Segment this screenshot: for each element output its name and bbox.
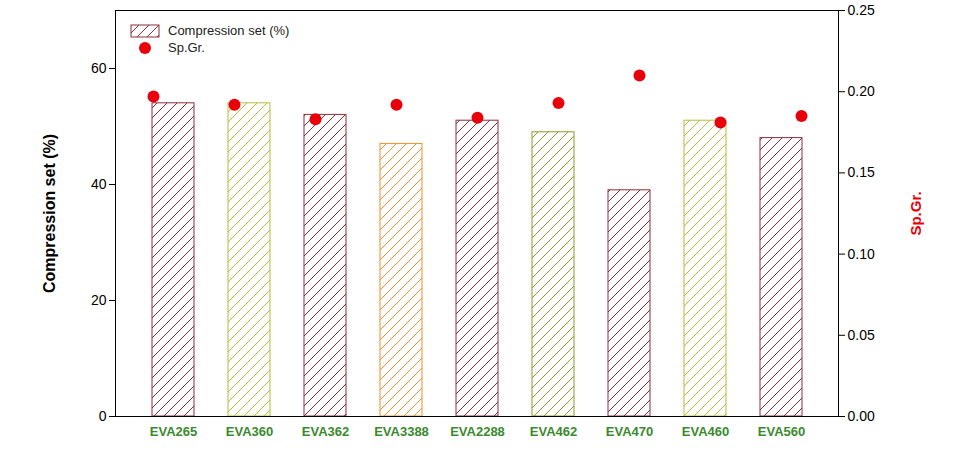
svg-text:EVA3388: EVA3388: [374, 424, 429, 439]
html-text:Sp.Gr.: Sp.Gr.: [168, 40, 205, 55]
svg-text:Sp.Gr.: Sp.Gr.: [907, 191, 924, 235]
svg-text:Compression set (%): Compression set (%): [41, 134, 58, 293]
svg-text:0.10: 0.10: [848, 246, 875, 262]
svg-text:EVA2288: EVA2288: [450, 424, 505, 439]
svg-text:40: 40: [91, 176, 107, 192]
svg-text:0.00: 0.00: [848, 408, 875, 424]
svg-text:0.15: 0.15: [848, 164, 875, 180]
svg-text:EVA460: EVA460: [682, 424, 729, 439]
svg-text:60: 60: [91, 60, 107, 76]
svg-text:0: 0: [99, 408, 107, 424]
svg-text:EVA560: EVA560: [758, 424, 805, 439]
svg-text:0.05: 0.05: [848, 327, 875, 343]
svg-text:0.25: 0.25: [848, 2, 875, 18]
svg-text:0.20: 0.20: [848, 83, 875, 99]
svg-text:EVA360: EVA360: [226, 424, 273, 439]
svg-text:EVA462: EVA462: [530, 424, 577, 439]
svg-text:20: 20: [91, 292, 107, 308]
svg-text:EVA362: EVA362: [302, 424, 349, 439]
svg-text:EVA470: EVA470: [606, 424, 653, 439]
svg-text:EVA265: EVA265: [150, 424, 197, 439]
html-text:Compression set (%): Compression set (%): [168, 23, 290, 38]
